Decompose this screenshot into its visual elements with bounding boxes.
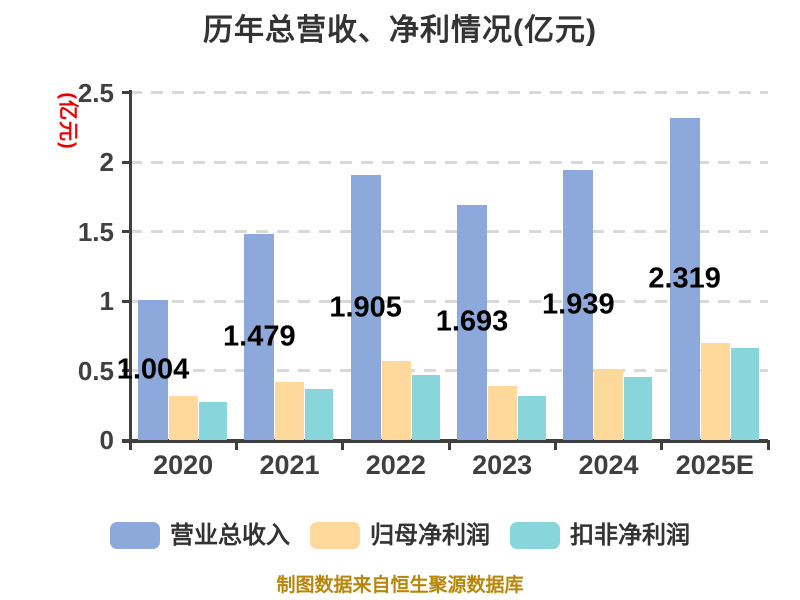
x-tick-label-2024: 2024 bbox=[578, 450, 639, 480]
chart-title: 历年总营收、净利情况(亿元) bbox=[203, 14, 597, 47]
legend-label-non-gaap: 扣非净利润 bbox=[570, 522, 690, 549]
x-tick-label-2022: 2022 bbox=[365, 450, 426, 480]
x-axis-tick bbox=[553, 440, 557, 450]
y-tick-label: 2.5 bbox=[77, 77, 114, 108]
bar-value-label: 2.319 bbox=[648, 262, 721, 295]
bar-value-label: 1.693 bbox=[435, 305, 509, 338]
bar-net-profit-2020 bbox=[169, 395, 198, 440]
y-axis-tick bbox=[122, 160, 130, 164]
legend-label-revenue: 营业总收入 bbox=[170, 522, 290, 549]
bar-value-label: 1.905 bbox=[329, 291, 402, 324]
bar-non-gaap-2024 bbox=[624, 377, 653, 440]
x-axis-tick bbox=[766, 440, 770, 450]
gridline bbox=[130, 91, 768, 94]
bar-revenue-2020 bbox=[138, 300, 168, 440]
y-tick-label: 0.5 bbox=[77, 355, 114, 386]
bar-non-gaap-2021 bbox=[305, 388, 334, 440]
bar-revenue-2021 bbox=[244, 234, 275, 440]
gridline bbox=[130, 369, 768, 372]
y-tick-label: 2 bbox=[99, 147, 114, 177]
y-tick-label: 1 bbox=[99, 286, 114, 316]
x-axis-tick bbox=[234, 440, 238, 450]
bar-net-profit-2021 bbox=[275, 381, 305, 440]
bar-non-gaap-2025e bbox=[730, 348, 759, 440]
legend-swatch-non-gaap bbox=[510, 522, 560, 549]
bar-net-profit-2022 bbox=[381, 360, 411, 440]
footer-note: 制图数据来自恒生聚源数据库 bbox=[276, 575, 524, 596]
gridline bbox=[130, 299, 768, 303]
x-axis-tick bbox=[128, 440, 132, 450]
bar-net-profit-2023 bbox=[488, 385, 517, 440]
y-axis-tick bbox=[122, 299, 130, 303]
x-axis-tick bbox=[660, 440, 664, 450]
legend-swatch-net-profit bbox=[310, 522, 360, 549]
bar-value-label: 1.939 bbox=[542, 288, 615, 321]
y-axis-tick bbox=[122, 369, 130, 372]
bar-non-gaap-2022 bbox=[411, 374, 440, 440]
y-tick-label: 0 bbox=[99, 425, 114, 455]
bar-revenue-2022 bbox=[350, 175, 381, 440]
bar-revenue-2024 bbox=[563, 170, 594, 440]
bar-revenue-2025e bbox=[669, 117, 700, 440]
y-tick-label: 1.5 bbox=[77, 216, 114, 247]
gridline bbox=[130, 230, 768, 233]
x-tick-label-2025e: 2025E bbox=[675, 450, 754, 480]
bar-net-profit-2024 bbox=[594, 369, 624, 440]
x-axis-tick bbox=[341, 440, 345, 450]
y-axis-line bbox=[128, 90, 132, 443]
legend-swatch-revenue bbox=[110, 522, 160, 549]
y-axis-tick bbox=[122, 230, 130, 233]
bar-value-label: 1.004 bbox=[116, 353, 190, 386]
x-axis-tick bbox=[447, 440, 451, 450]
bar-non-gaap-2023 bbox=[518, 395, 546, 440]
x-axis-line bbox=[122, 439, 768, 443]
bar-revenue-2023 bbox=[457, 204, 487, 440]
legend-label-net-profit: 归母净利润 bbox=[370, 522, 490, 549]
bar-non-gaap-2020 bbox=[199, 402, 227, 440]
y-axis-tick bbox=[122, 91, 130, 94]
x-tick-label-2021: 2021 bbox=[259, 450, 320, 480]
bar-value-label: 1.479 bbox=[223, 320, 296, 353]
x-tick-label-2023: 2023 bbox=[472, 450, 533, 480]
bar-net-profit-2025e bbox=[700, 342, 730, 440]
x-tick-label-2020: 2020 bbox=[153, 450, 214, 480]
gridline bbox=[130, 160, 768, 164]
